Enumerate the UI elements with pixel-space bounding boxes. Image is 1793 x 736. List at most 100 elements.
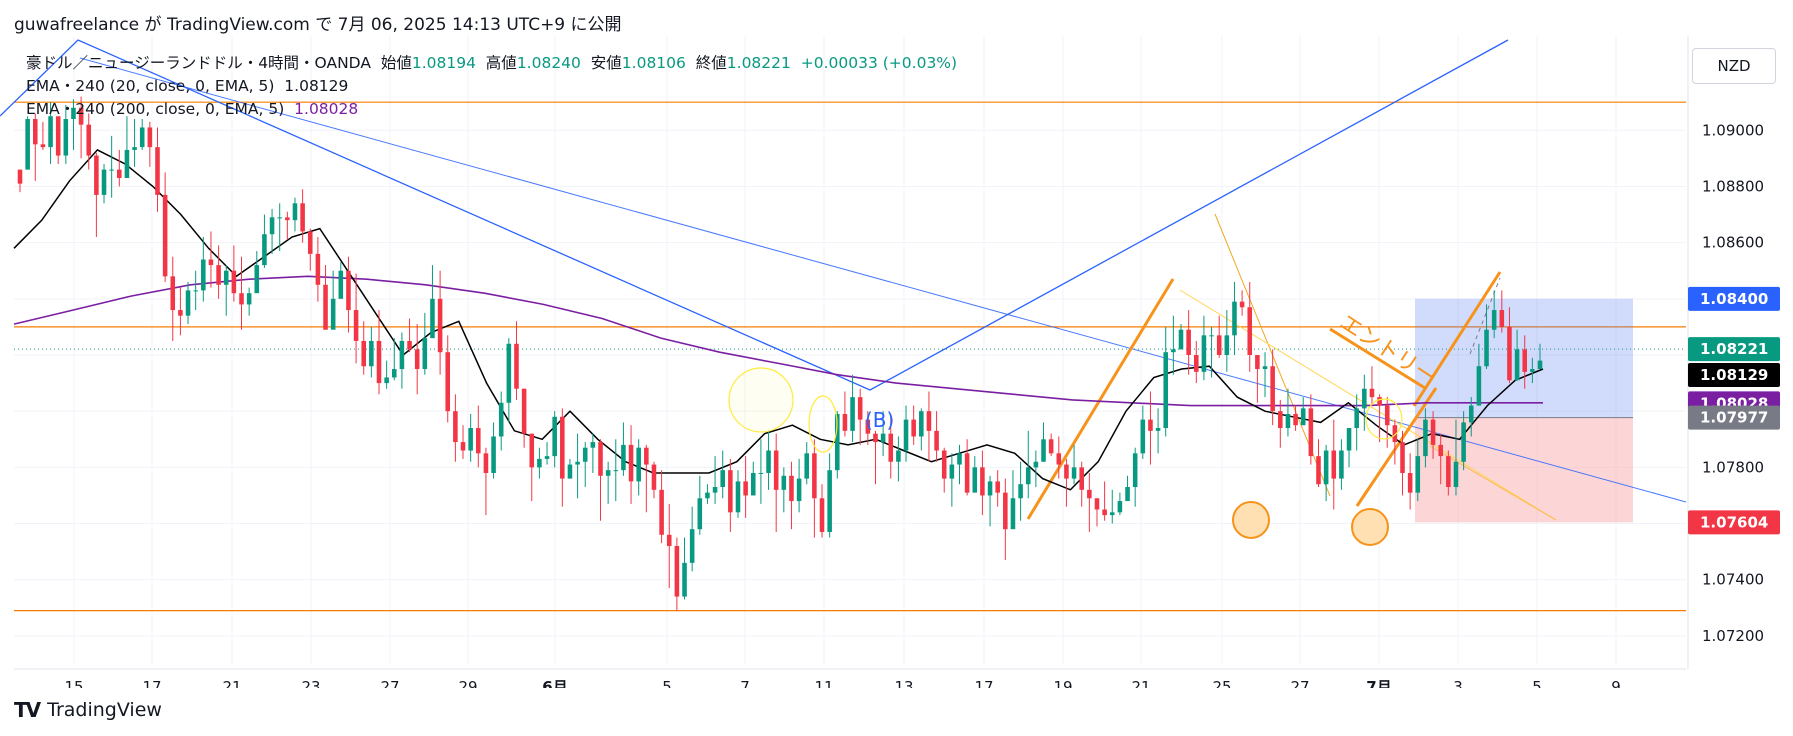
candle-body <box>613 470 619 472</box>
candle-body <box>812 453 817 499</box>
author-name[interactable]: guwafreelance <box>14 15 140 35</box>
price-tag-label: 1.07604 <box>1700 513 1768 531</box>
candle <box>919 408 924 451</box>
candle <box>720 450 725 499</box>
time-tick-label: 11 <box>814 678 833 688</box>
symbol-label[interactable]: 豪ドル／ニュージーランドドル・4時間・OANDA <box>26 54 371 72</box>
price-tag-bg <box>1688 362 1780 387</box>
candle-body <box>414 349 420 370</box>
candle-body <box>1132 453 1138 488</box>
candle-body <box>1285 413 1291 429</box>
candle-body <box>651 464 657 490</box>
candle <box>1087 472 1092 532</box>
currency-selector[interactable]: NZD <box>1692 48 1776 84</box>
candle <box>323 265 328 330</box>
candle <box>636 439 641 496</box>
candle <box>941 447 947 493</box>
footer-brand[interactable]: TV TradingView <box>14 698 162 722</box>
candle-body <box>1209 335 1214 337</box>
ema20-label[interactable]: EMA・240 (20, close, 0, EMA, 5) <box>26 77 275 95</box>
candle-body <box>132 147 137 150</box>
candle <box>1018 461 1023 521</box>
candle <box>483 447 489 516</box>
candle-body <box>300 203 305 232</box>
candle <box>926 391 932 462</box>
caption-date: 7月 06, 2025 14:13 UTC+9 <box>337 15 566 35</box>
channel-line-lower <box>1429 445 1557 521</box>
candle <box>124 116 130 179</box>
candle <box>1278 399 1283 448</box>
candle-body <box>78 107 84 125</box>
candle-body <box>1178 329 1184 350</box>
time-tick-label: 25 <box>1212 678 1231 688</box>
candle-body <box>697 498 703 530</box>
low-value: 1.08106 <box>621 54 686 72</box>
candle-body <box>949 464 955 479</box>
candle <box>1339 439 1344 490</box>
candle <box>552 411 557 468</box>
time-tick-label: 29 <box>458 678 477 688</box>
candle-body <box>1201 335 1207 372</box>
candle-body <box>201 259 206 291</box>
bottom-marker <box>1351 508 1389 546</box>
candle-body <box>170 276 176 311</box>
price-chart[interactable]: (B)エントリー 1.090001.088001.086001.084001.0… <box>0 36 1793 696</box>
candle <box>529 433 535 502</box>
candle <box>697 475 703 535</box>
time-tick-label: 27 <box>380 678 399 688</box>
candle <box>498 391 504 451</box>
candle-body <box>369 340 374 367</box>
candle <box>575 433 580 499</box>
price-tick-label: 1.08600 <box>1702 234 1764 252</box>
position-boxes <box>1415 298 1633 523</box>
candle <box>414 324 420 395</box>
candle <box>567 458 573 479</box>
candle <box>1331 419 1337 510</box>
candle-body <box>1423 419 1428 457</box>
candle-body <box>1514 349 1520 381</box>
time-tick-label: 3 <box>1453 678 1463 688</box>
chart-area[interactable]: (B)エントリー 1.090001.088001.086001.084001.0… <box>0 36 1793 696</box>
candle <box>827 453 832 538</box>
candle-body <box>1003 492 1008 530</box>
open-label: 始値 <box>380 54 412 72</box>
candle <box>712 456 718 504</box>
candle-body <box>590 442 596 448</box>
caption-published: に公開 <box>570 15 622 35</box>
candle-body <box>468 428 473 451</box>
candle-body <box>1148 419 1153 431</box>
candle <box>850 374 855 443</box>
candle <box>750 461 756 496</box>
candle-body <box>109 169 114 171</box>
candle-body <box>682 562 687 597</box>
candle-body <box>857 397 863 420</box>
candle-body <box>865 419 871 434</box>
candle <box>728 458 733 532</box>
candle <box>1094 498 1100 527</box>
candle <box>1308 394 1314 465</box>
candle-body <box>934 430 939 451</box>
price-tag-label: 1.08400 <box>1700 290 1768 308</box>
candle <box>1476 343 1482 406</box>
candle <box>468 413 473 462</box>
candle-body <box>957 453 962 465</box>
candle-body <box>1216 335 1222 355</box>
candle <box>132 119 137 167</box>
candle-body <box>1087 489 1092 499</box>
candle-body <box>48 116 53 148</box>
ema200-label[interactable]: EMA・240 (200, close, 0, EMA, 5) <box>26 100 285 118</box>
candle-body <box>147 127 153 148</box>
candle-body <box>1476 366 1482 406</box>
candle <box>613 439 619 502</box>
candle <box>1209 326 1214 378</box>
candle <box>155 127 160 212</box>
candle <box>361 321 366 375</box>
time-tick-label: 19 <box>1053 678 1072 688</box>
candle <box>1148 391 1153 465</box>
price-tag-bg <box>1688 337 1780 362</box>
candle <box>376 310 382 395</box>
candle <box>1239 290 1245 316</box>
candle <box>94 152 99 238</box>
candle <box>162 172 168 282</box>
candle <box>880 411 886 457</box>
